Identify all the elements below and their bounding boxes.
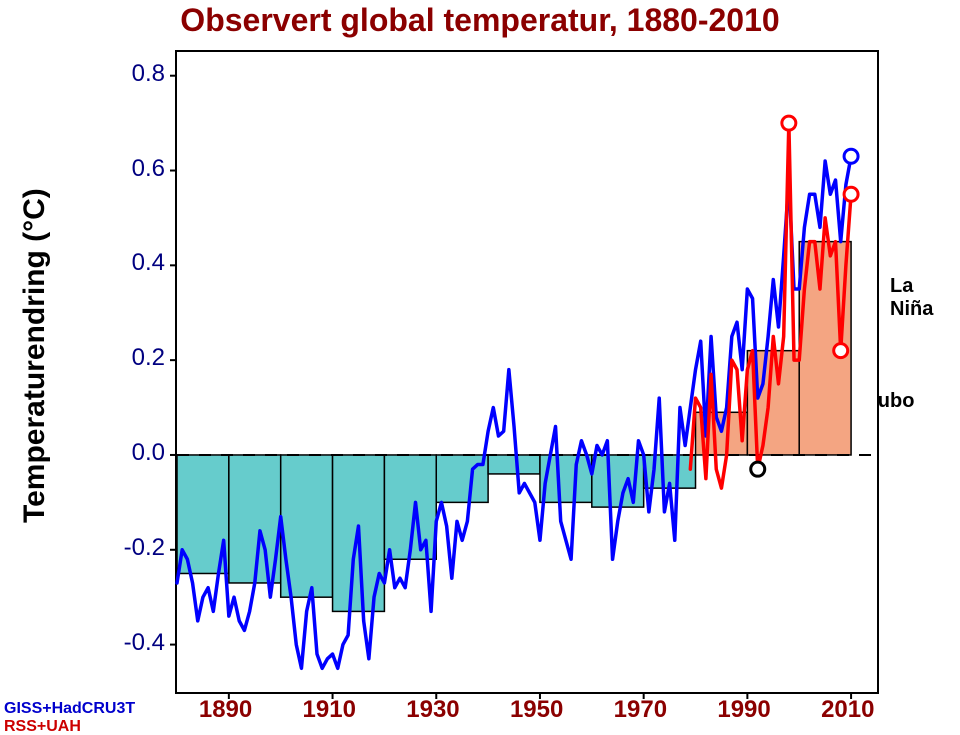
marker-circle [834, 344, 848, 358]
y-tick-label: 0.4 [132, 249, 165, 277]
marker-circle [844, 149, 858, 163]
y-tick-label: 0.6 [132, 155, 165, 183]
y-tick-label: 0.8 [132, 60, 165, 88]
chart-title: Observert global temperatur, 1880-2010 [0, 2, 960, 39]
y-tick-label: -0.4 [124, 629, 165, 657]
x-tick-label: 1890 [199, 696, 252, 724]
credit-giss-hadcru: GISS+HadCRU3T [4, 700, 135, 718]
y-tick-label: 0.0 [132, 439, 165, 467]
y-tick-label: 0.2 [132, 344, 165, 372]
marker-circle [782, 116, 796, 130]
marker-circle [751, 462, 765, 476]
y-axis-label: Temperaturendring (°C) [18, 188, 52, 523]
x-tick-label: 1930 [406, 696, 459, 724]
x-tick-label: 1990 [717, 696, 770, 724]
decade-bar [229, 455, 281, 583]
marker-circle [844, 187, 858, 201]
credit-rss-uah: RSS+UAH [4, 718, 81, 735]
x-tick-label: 1910 [303, 696, 356, 724]
y-tick-label: -0.2 [124, 534, 165, 562]
decade-bar [488, 455, 540, 474]
x-tick-label: 1950 [510, 696, 563, 724]
decade-bar [436, 455, 488, 502]
x-tick-label: 1970 [614, 696, 667, 724]
annotation-la-nina: La Niña [890, 275, 960, 321]
x-tick-label: 2010 [821, 696, 874, 724]
chart-plot-area [175, 50, 879, 694]
